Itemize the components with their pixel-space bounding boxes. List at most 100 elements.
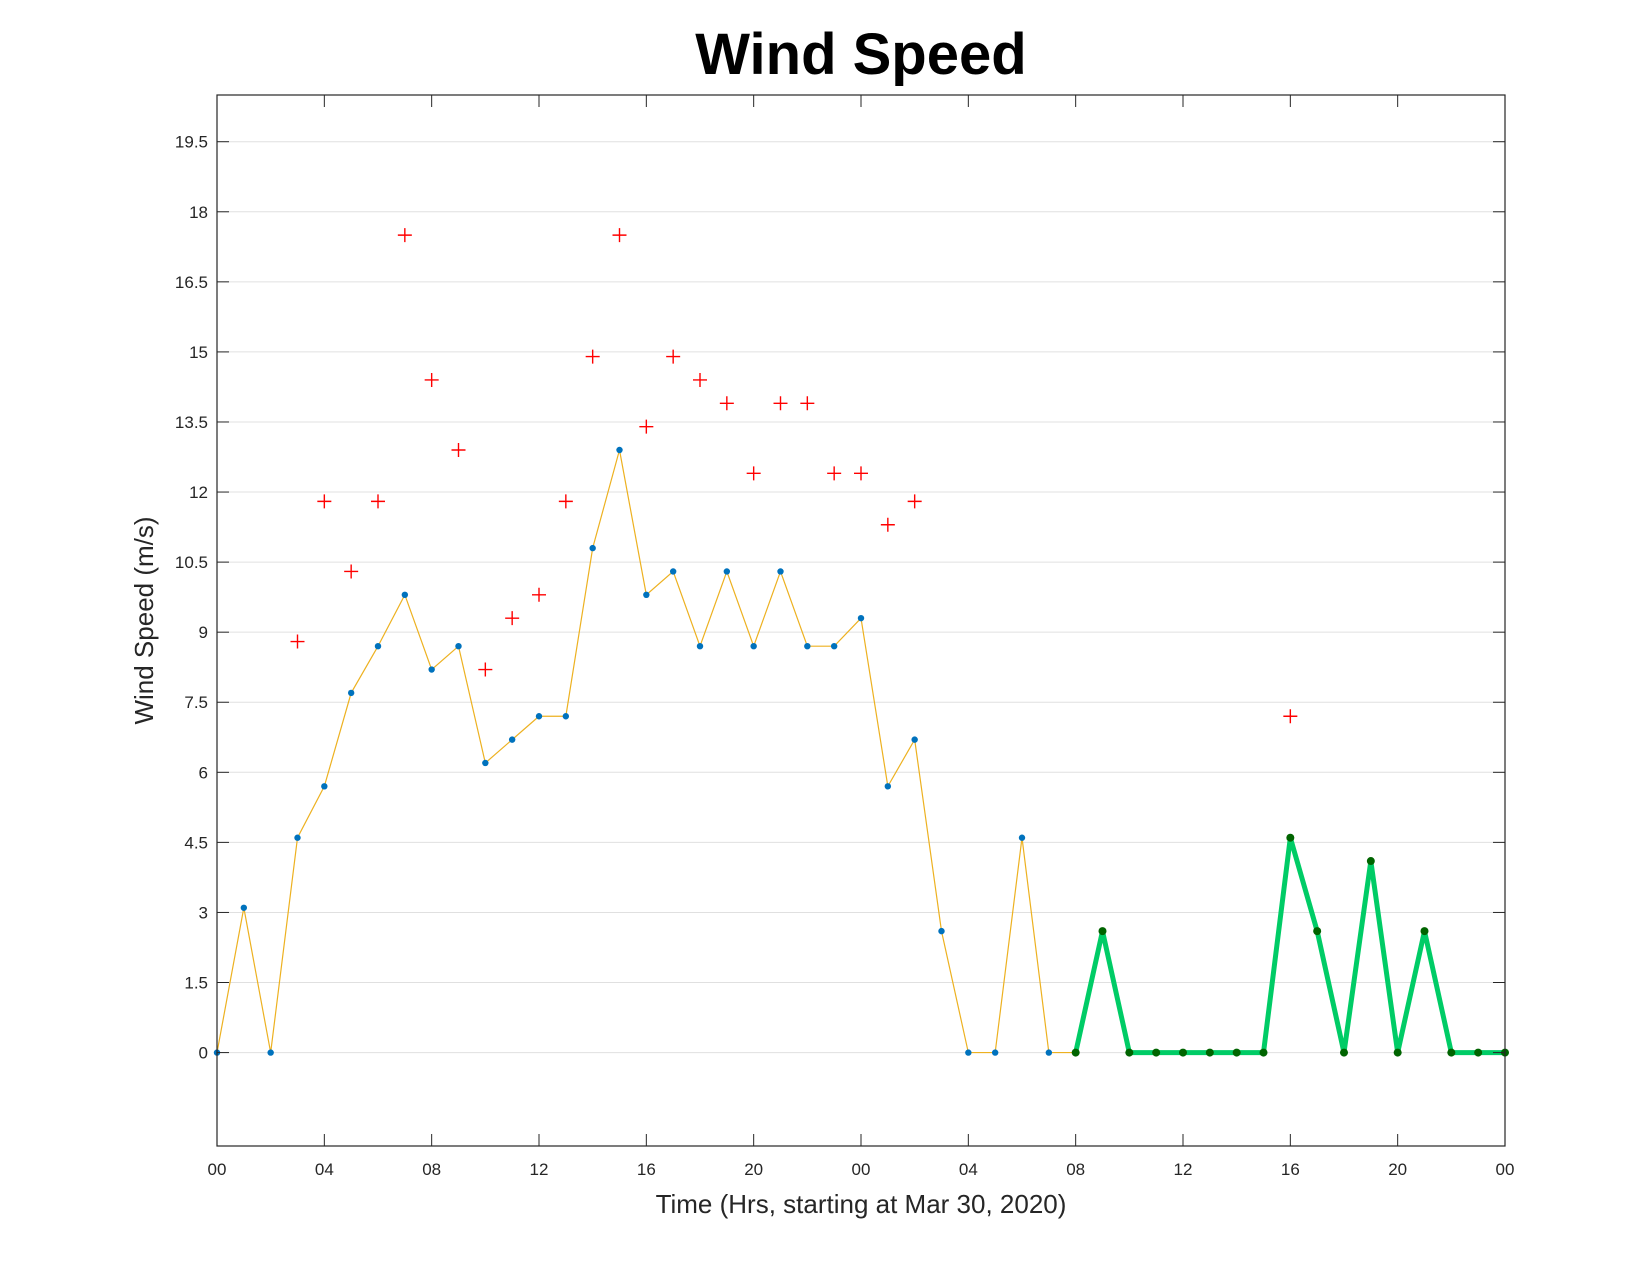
data-point xyxy=(643,591,650,599)
x-tick-label: 08 xyxy=(1066,1160,1085,1179)
plus-marker xyxy=(478,662,493,677)
plus-marker xyxy=(693,372,707,387)
plus-marker xyxy=(746,466,761,481)
plus-marker xyxy=(585,349,600,364)
y-tick-label: 6 xyxy=(199,763,208,782)
data-point xyxy=(1018,834,1026,841)
y-tick-label: 7.5 xyxy=(184,693,208,712)
plus-marker xyxy=(907,494,922,509)
plus-marker xyxy=(827,466,842,481)
x-tick-label: 00 xyxy=(852,1160,871,1179)
data-point xyxy=(347,689,355,697)
data-point xyxy=(777,568,784,575)
data-point xyxy=(428,666,435,673)
data-point xyxy=(1098,927,1107,936)
y-tick-label: 12 xyxy=(189,483,208,502)
plus-marker xyxy=(639,419,654,434)
data-point xyxy=(482,759,489,767)
plus-marker xyxy=(558,494,573,509)
y-tick-label: 10.5 xyxy=(175,553,208,572)
x-tick-label: 08 xyxy=(422,1160,441,1179)
x-tick-label: 12 xyxy=(530,1160,549,1179)
data-point xyxy=(321,783,328,790)
plus-marker xyxy=(773,396,788,411)
data-point xyxy=(669,568,677,575)
data-point xyxy=(857,614,865,622)
x-axis-label: Time (Hrs, starting at Mar 30, 2020) xyxy=(656,1189,1067,1219)
axis-ticks: 0 1.5 3 4.5 6 7.5 9 10.5 12 13.5 15 16.5 18 19.5 00 04 0… xyxy=(175,95,1515,1179)
data-point xyxy=(562,713,570,720)
x-tick-label: 20 xyxy=(1388,1160,1407,1179)
data-point xyxy=(1232,1048,1241,1057)
data-point xyxy=(1340,1048,1348,1057)
plus-marker xyxy=(666,349,681,364)
plus-marker xyxy=(532,587,546,602)
data-point xyxy=(1045,1049,1053,1056)
y-axis-label: Wind Speed (m/s) xyxy=(129,516,159,724)
plus-marker xyxy=(1283,709,1298,724)
data-point xyxy=(1125,1048,1134,1057)
series-3 xyxy=(1071,833,1509,1057)
data-point xyxy=(965,1049,972,1056)
plus-marker xyxy=(424,372,439,387)
data-point xyxy=(750,642,757,650)
data-point xyxy=(723,568,731,575)
data-point xyxy=(535,713,543,720)
plus-marker xyxy=(880,517,895,532)
data-point xyxy=(294,834,301,841)
plus-marker xyxy=(397,228,412,243)
data-point xyxy=(374,642,382,650)
y-tick-label: 19.5 xyxy=(175,133,208,152)
plus-marker xyxy=(290,634,305,649)
x-tick-label: 12 xyxy=(1174,1160,1193,1179)
grid-lines xyxy=(217,141,1505,1054)
data-point xyxy=(508,736,516,743)
data-point xyxy=(911,736,918,743)
x-tick-label: 16 xyxy=(1281,1160,1300,1179)
plus-marker xyxy=(800,396,815,411)
y-tick-label: 3 xyxy=(199,903,208,922)
x-tick-label: 04 xyxy=(959,1160,978,1179)
x-tick-label: 04 xyxy=(315,1160,334,1179)
data-point xyxy=(401,591,409,599)
y-tick-label: 0 xyxy=(199,1044,208,1063)
plus-marker xyxy=(612,228,627,243)
y-tick-label: 16.5 xyxy=(175,273,208,292)
plus-marker xyxy=(317,494,332,509)
data-point xyxy=(991,1049,999,1056)
data-point xyxy=(1179,1048,1187,1057)
y-tick-label: 9 xyxy=(199,623,208,642)
x-tick-label: 20 xyxy=(744,1160,763,1179)
data-point xyxy=(1447,1048,1456,1057)
x-tick-label: 16 xyxy=(637,1160,656,1179)
plus-marker xyxy=(371,494,385,509)
data-point xyxy=(1205,1048,1214,1057)
x-tick-label: 00 xyxy=(1496,1160,1515,1179)
y-tick-label: 13.5 xyxy=(175,413,208,432)
data-point xyxy=(455,642,462,650)
y-tick-label: 4.5 xyxy=(184,833,208,852)
data-point xyxy=(938,927,945,935)
data-point xyxy=(804,642,811,650)
plus-marker xyxy=(505,611,520,626)
data-point xyxy=(240,904,248,911)
data-point xyxy=(1259,1048,1268,1057)
data-point xyxy=(267,1049,274,1056)
data-point xyxy=(616,446,623,454)
data-point xyxy=(589,544,596,552)
series-2 xyxy=(290,228,1298,724)
y-tick-label: 15 xyxy=(189,343,208,362)
chart-title: Wind Speed xyxy=(695,22,1026,87)
data-point xyxy=(1420,927,1429,936)
data-point xyxy=(1071,1048,1080,1057)
data-point xyxy=(1366,857,1375,866)
plus-marker xyxy=(719,396,734,411)
data-point xyxy=(696,642,704,650)
data-point xyxy=(1474,1048,1483,1057)
series-group xyxy=(213,228,1509,1057)
plus-marker xyxy=(451,443,466,458)
data-point xyxy=(1313,927,1322,936)
plus-marker xyxy=(344,564,359,579)
x-tick-label: 00 xyxy=(208,1160,227,1179)
